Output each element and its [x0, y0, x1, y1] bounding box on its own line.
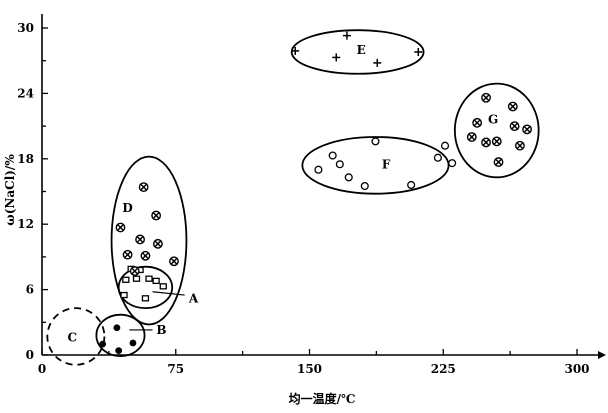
data-point — [113, 324, 121, 332]
data-point — [481, 92, 491, 103]
data-point — [159, 283, 167, 290]
group-e-ellipse — [290, 29, 425, 75]
data-point — [448, 159, 457, 168]
x-tick-label: 75 — [167, 362, 184, 376]
x-tick-label: 225 — [431, 362, 456, 376]
data-point — [169, 256, 179, 267]
data-point — [145, 275, 153, 282]
group-g-ellipse — [453, 82, 540, 179]
x-axis-title: 均一温度/℃ — [289, 391, 356, 406]
data-point — [360, 182, 369, 191]
y-tick-label: 0 — [26, 348, 34, 362]
data-point — [135, 234, 145, 245]
y-tick-label: 24 — [17, 86, 34, 100]
group-b-ellipse — [95, 313, 146, 357]
data-point — [291, 46, 300, 55]
data-point — [120, 291, 128, 299]
group-a-label: A — [188, 291, 199, 305]
x-tick-label: 150 — [297, 362, 322, 376]
y-tick-label: 18 — [17, 152, 34, 166]
data-point — [472, 117, 483, 128]
x-tick-label: 300 — [564, 362, 589, 376]
data-point — [122, 249, 133, 260]
data-point — [99, 340, 107, 348]
group-c-label: C — [68, 331, 78, 345]
data-point — [122, 276, 130, 283]
data-point — [491, 136, 502, 147]
group-f-label: F — [382, 157, 391, 171]
x-axis-arrow-icon — [598, 351, 606, 359]
group-d-label: D — [122, 201, 132, 215]
data-point — [493, 157, 504, 167]
data-point — [522, 124, 532, 135]
y-axis-title: ω(NaCl)/% — [3, 154, 17, 226]
data-point — [481, 137, 491, 148]
data-point — [335, 160, 344, 169]
data-point — [371, 137, 380, 146]
group-b-label: B — [156, 323, 166, 337]
data-point — [151, 210, 162, 221]
data-point — [115, 347, 123, 355]
data-point — [433, 153, 442, 162]
y-tick-label: 12 — [17, 217, 34, 231]
data-point — [115, 222, 126, 233]
data-points — [99, 31, 532, 355]
data-point — [414, 47, 423, 56]
data-point — [440, 141, 450, 150]
data-point — [342, 31, 351, 40]
data-point — [373, 58, 382, 67]
group-e-label: E — [357, 43, 366, 57]
data-point — [507, 101, 518, 112]
data-point — [152, 277, 160, 285]
data-point — [332, 53, 341, 62]
y-tick-label: 6 — [26, 283, 34, 297]
data-point — [132, 275, 141, 282]
group-ellipses — [46, 29, 540, 366]
axis-ticks: 0 75 150 225 300 0 6 12 18 24 30 — [17, 21, 589, 376]
data-point — [138, 182, 149, 193]
data-point — [466, 132, 477, 142]
x-tick-label: 0 — [38, 362, 46, 376]
group-d-ellipse — [110, 155, 188, 326]
data-point — [141, 295, 150, 302]
data-point — [515, 140, 525, 151]
data-point — [129, 339, 137, 347]
group-f-ellipse — [301, 136, 450, 195]
data-point — [314, 165, 323, 174]
data-point — [344, 173, 353, 182]
y-tick-label: 30 — [17, 21, 34, 35]
group-labels: A B C D E F G — [68, 43, 499, 345]
group-g-label: G — [488, 113, 498, 127]
data-point — [140, 250, 151, 261]
group-c-ellipse — [46, 307, 106, 366]
data-point — [407, 180, 416, 190]
data-point — [328, 151, 337, 160]
data-point — [509, 121, 520, 132]
axes — [41, 14, 606, 359]
data-point — [129, 266, 140, 276]
data-point — [153, 238, 163, 249]
group-a-leader-line — [152, 291, 185, 296]
